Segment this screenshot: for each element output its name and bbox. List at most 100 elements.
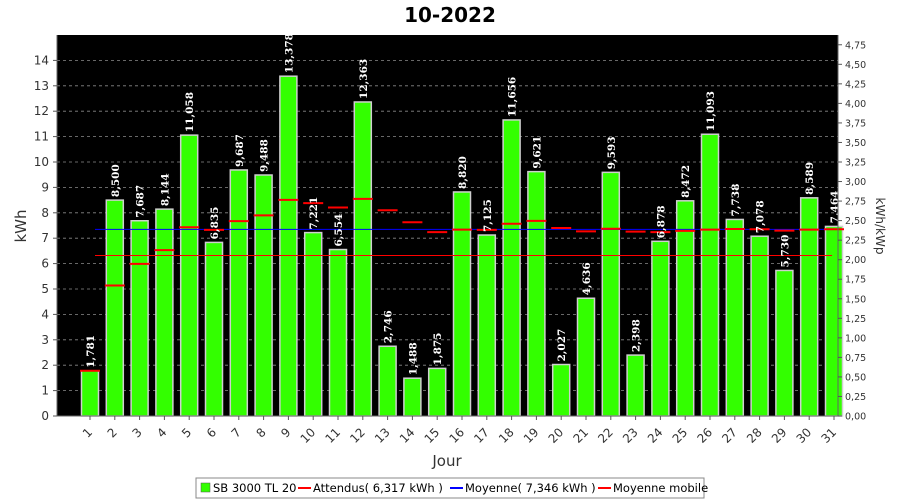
bar-value-labels: 1,781 8,500 7,687 8,144 11,058 6,835 9,687 9,48… — [85, 33, 841, 375]
bar — [155, 209, 173, 416]
bar-value-label: 11,058 — [184, 92, 196, 132]
x-tick-label: 6 — [204, 425, 219, 440]
bar-value-label: 7,464 — [829, 191, 841, 224]
bar — [81, 370, 99, 416]
y2-tick-label: 1,50 — [845, 294, 866, 305]
bar-value-label: 6,878 — [655, 205, 667, 238]
y-tick-label: 0 — [41, 409, 49, 423]
bar-value-label: 7,738 — [730, 184, 742, 217]
y-tick-label: 7 — [41, 231, 49, 245]
x-axis-ticks: 1 2 3 4 5 6 7 8 9 10 11 12 13 14 15 16 17 18 19 20 21 22 23 24 2… — [80, 416, 839, 446]
bar-value-label: 8,589 — [804, 162, 816, 195]
axes — [56, 35, 839, 417]
y-tick-label: 14 — [34, 53, 49, 67]
legend-label-expected: Attendus( 6,317 kWh ) — [313, 481, 443, 495]
bar — [552, 364, 570, 416]
x-tick-label: 13 — [372, 425, 393, 446]
bar — [304, 232, 322, 416]
bar-value-label: 1,781 — [85, 335, 97, 368]
bar — [379, 346, 397, 416]
x-tick-label: 18 — [496, 425, 517, 446]
x-tick-label: 1 — [80, 425, 95, 440]
bar — [701, 134, 719, 416]
x-tick-label: 9 — [278, 425, 293, 440]
y2-tick-label: 2,75 — [845, 197, 866, 208]
x-tick-label: 21 — [570, 425, 591, 446]
y2-tick-label: 4,25 — [845, 79, 866, 90]
bar-value-label: 2,746 — [383, 310, 395, 343]
x-tick-label: 24 — [645, 425, 666, 446]
y2-tick-label: 3,50 — [845, 138, 866, 149]
bar-value-label: 6,554 — [333, 214, 345, 247]
bar-value-label: 7,125 — [482, 199, 494, 232]
y2-tick-label: 0,25 — [845, 392, 866, 403]
y2-tick-label: 4,50 — [845, 60, 866, 71]
y2-tick-label: 4,75 — [845, 40, 866, 51]
x-tick-label: 11 — [322, 425, 343, 446]
x-tick-label: 3 — [129, 425, 144, 440]
x-tick-label: 16 — [446, 425, 467, 446]
bar — [403, 378, 421, 416]
bar-value-label: 2,027 — [556, 329, 568, 362]
x-tick-label: 17 — [471, 425, 492, 446]
x-tick-label: 4 — [154, 425, 169, 440]
bar — [131, 220, 149, 416]
moving-average-markers — [80, 197, 844, 372]
bar-value-label: 8,500 — [110, 164, 122, 197]
bar-value-label: 12,363 — [358, 59, 370, 99]
legend-label-bars: SB 3000 TL 20 — [213, 481, 297, 495]
x-tick-label: 5 — [179, 425, 194, 440]
x-tick-label: 7 — [229, 425, 244, 440]
bar-value-label: 11,656 — [507, 77, 519, 117]
x-tick-label: 12 — [347, 425, 368, 446]
bar-value-label: 7,221 — [308, 197, 320, 230]
x-tick-label: 14 — [397, 425, 418, 446]
bar — [329, 249, 347, 416]
legend-label-average: Moyenne( 7,346 kWh ) — [465, 481, 596, 495]
y2-tick-label: 2,00 — [845, 255, 866, 266]
x-tick-label: 15 — [422, 425, 443, 446]
y-tick-label: 2 — [41, 358, 49, 372]
x-tick-label: 25 — [670, 425, 691, 446]
bar — [800, 197, 818, 416]
bar — [453, 191, 471, 416]
y2-tick-label: 0,75 — [845, 353, 866, 364]
bar — [651, 241, 669, 416]
y-tick-label: 9 — [41, 180, 49, 194]
bar — [676, 200, 694, 416]
x-tick-label: 10 — [298, 425, 319, 446]
bar — [503, 119, 521, 417]
y2-tick-label: 0,50 — [845, 372, 866, 383]
x-tick-label: 19 — [521, 425, 542, 446]
y2-tick-label: 1,75 — [845, 275, 866, 286]
y-tick-label: 13 — [34, 79, 49, 93]
y2-axis-label: kWh/kWp — [873, 198, 887, 255]
y2-tick-label: 2,25 — [845, 236, 866, 247]
bar — [230, 169, 248, 416]
x-tick-label: 22 — [595, 425, 616, 446]
chart-title: 10-2022 — [404, 3, 496, 27]
y2-tick-label: 3,25 — [845, 158, 866, 169]
y-tick-label: 6 — [41, 257, 49, 271]
y-tick-label: 1 — [41, 384, 49, 398]
x-tick-label: 27 — [719, 425, 740, 446]
bar — [825, 226, 843, 416]
x-tick-label: 31 — [818, 425, 839, 446]
y2-tick-label: 2,50 — [845, 216, 866, 227]
y-tick-label: 12 — [34, 104, 49, 118]
bar — [527, 171, 545, 416]
bar-value-label: 5,730 — [779, 235, 791, 268]
bar — [106, 200, 124, 416]
bar-value-label: 9,593 — [606, 136, 618, 169]
bar — [577, 298, 595, 416]
y2-tick-label: 1,25 — [845, 314, 866, 325]
bar-value-label: 1,488 — [407, 342, 419, 375]
x-tick-label: 29 — [769, 425, 790, 446]
bar — [726, 219, 744, 416]
x-tick-label: 30 — [794, 425, 815, 446]
y-axis-label: kWh — [12, 209, 30, 242]
x-tick-label: 8 — [253, 425, 268, 440]
bar — [428, 368, 446, 416]
